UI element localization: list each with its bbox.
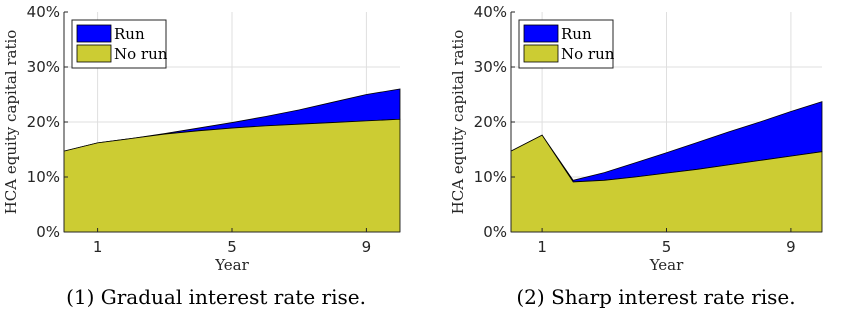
- y-tick-label: 0%: [483, 223, 507, 241]
- x-tick-label: 5: [227, 238, 237, 256]
- legend-swatch-run: [76, 24, 112, 43]
- y-tick-label: 10%: [474, 168, 507, 186]
- legend-swatch-no-run: [523, 44, 559, 63]
- y-tick-label: 20%: [27, 113, 60, 131]
- y-tick-label: 20%: [474, 113, 507, 131]
- y-tick-label: 30%: [27, 58, 60, 76]
- legend-swatch-run: [523, 24, 559, 43]
- y-axis-label: HCA equity capital ratio: [449, 30, 467, 215]
- x-tick-label: 1: [537, 238, 547, 256]
- chart-panel-sharp: 0% 10% 20% 30% 40% 1 5 9 Year HCA equity capital …: [449, 3, 823, 309]
- legend-label-run: Run: [561, 25, 592, 43]
- x-axis-label: Year: [649, 256, 684, 274]
- y-tick-label: 0%: [36, 223, 60, 241]
- y-axis-label: HCA equity capital ratio: [2, 30, 20, 215]
- area-no-run: [510, 134, 823, 233]
- y-tick-label: 40%: [474, 3, 507, 21]
- legend-swatch-no-run: [76, 44, 112, 63]
- y-tick-label: 40%: [27, 3, 60, 21]
- figure-caption: (1) Gradual interest rate rise.: [66, 285, 366, 309]
- x-tick-label: 9: [362, 238, 372, 256]
- legend-label-no-run: No run: [561, 45, 615, 63]
- x-tick-label: 1: [93, 238, 103, 256]
- y-tick-label: 30%: [474, 58, 507, 76]
- x-axis-label: Year: [214, 256, 249, 274]
- chart-panel-gradual: 0% 10% 20% 30% 40% 1 5 9 Year HCA equity capital …: [2, 3, 401, 309]
- legend-label-no-run: No run: [114, 45, 168, 63]
- x-tick-label: 5: [662, 238, 672, 256]
- x-tick-label: 9: [786, 238, 796, 256]
- figure-caption: (2) Sharp interest rate rise.: [516, 285, 795, 309]
- area-no-run: [63, 118, 401, 233]
- legend-label-run: Run: [114, 25, 145, 43]
- y-tick-label: 10%: [27, 168, 60, 186]
